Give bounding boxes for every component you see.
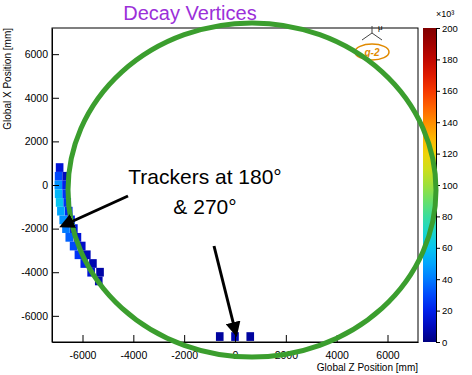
tick-label: 160 (442, 85, 458, 96)
tick-label: -4000 (21, 266, 48, 278)
tick-mark (436, 311, 440, 312)
tick: 2000 (25, 135, 59, 147)
tick-mark (52, 98, 59, 99)
cell (96, 268, 104, 277)
tick-label: 140 (442, 117, 458, 128)
tick: 80 (436, 211, 453, 222)
tick-mark (52, 229, 59, 230)
tick-mark (52, 54, 59, 55)
annotation: & 270° (173, 195, 236, 218)
color-bar-label: ×10³ (436, 9, 454, 19)
tick-mark (52, 272, 59, 273)
tick-label: 4000 (325, 349, 349, 361)
ring-outline (68, 23, 436, 357)
tick: 20 (436, 305, 453, 316)
tick-mark (83, 335, 84, 342)
cells (55, 163, 255, 341)
tick-mark (52, 316, 59, 317)
tick-mark (436, 91, 440, 92)
y-axis: -6000 -4000 -2000 0 2000 4000 6000 (21, 29, 59, 343)
tick: 160 (436, 85, 458, 96)
tick-label: 0 (442, 337, 447, 348)
cell (57, 207, 65, 216)
title: Decay Vertices (123, 2, 256, 24)
tick-mark (52, 185, 59, 186)
tick-mark (184, 335, 185, 342)
tick-label: 180 (442, 54, 458, 65)
logo-symbol: μ (378, 23, 383, 32)
tick-label: -6000 (70, 349, 97, 361)
y-axis-title: Global X Position [mm] (2, 28, 13, 130)
tick: -4000 (21, 266, 59, 278)
tick-label: 80 (442, 211, 453, 222)
cell (56, 198, 64, 207)
tick: 0 (436, 337, 447, 348)
arrow (62, 196, 128, 226)
tick: 4000 (25, 92, 59, 104)
tick-mark (436, 154, 440, 155)
tick: 120 (436, 148, 458, 159)
tick-mark (436, 216, 440, 217)
tick-label: 40 (442, 274, 453, 285)
tick: -2000 (21, 222, 59, 234)
tick-label: -2000 (171, 349, 198, 361)
cell (246, 332, 254, 341)
tick: 180 (436, 54, 458, 65)
tick: 0 (42, 179, 59, 191)
tick-label: 0 (42, 179, 48, 191)
tick: 40 (436, 274, 453, 285)
tick-label: 6000 (25, 48, 49, 60)
cell (55, 189, 63, 198)
tick-mark (436, 28, 440, 29)
tick-mark (286, 335, 287, 342)
tick: 60 (436, 242, 453, 253)
tick: 6000 (376, 335, 400, 361)
tick-label: -4000 (120, 349, 147, 361)
tick: -6000 (21, 310, 59, 322)
cell (65, 233, 73, 242)
tick-label: 4000 (25, 92, 49, 104)
tick-label: -6000 (21, 310, 48, 322)
chart: -6000-4000-20000200040006000-6000-4000-2… (0, 0, 472, 375)
tick-label: 200 (442, 23, 458, 34)
arrow (214, 246, 236, 334)
cell (216, 332, 224, 341)
tick-label: 100 (442, 180, 458, 191)
tick: 140 (436, 117, 458, 128)
tick-label: -2000 (21, 222, 48, 234)
annotation: Trackers at 180° (128, 165, 282, 188)
tick: -4000 (120, 335, 147, 361)
tick-mark (436, 122, 440, 123)
tick: -6000 (70, 335, 97, 361)
cell (56, 163, 64, 172)
tick-mark (52, 141, 59, 142)
tick: 100 (436, 180, 458, 191)
tick-mark (133, 335, 134, 342)
tick-label: 60 (442, 242, 453, 253)
cell (55, 172, 63, 181)
tick-mark (235, 335, 236, 342)
x-axis-title: Global Z Position [mm] (317, 362, 418, 373)
tick: 6000 (25, 48, 59, 60)
tick-label: 120 (442, 148, 458, 159)
tick-mark (388, 335, 389, 342)
tick-label: 2000 (25, 135, 49, 147)
tick-mark (436, 59, 440, 60)
color-axis: 0 20 40 60 80 100 120 140 160 180 200 (436, 23, 458, 348)
tick-label: 6000 (376, 349, 400, 361)
tick-mark (436, 248, 440, 249)
tick-label: 20 (442, 305, 453, 316)
tick-mark (436, 279, 440, 280)
tick-mark (436, 342, 440, 343)
tick: 200 (436, 23, 458, 34)
